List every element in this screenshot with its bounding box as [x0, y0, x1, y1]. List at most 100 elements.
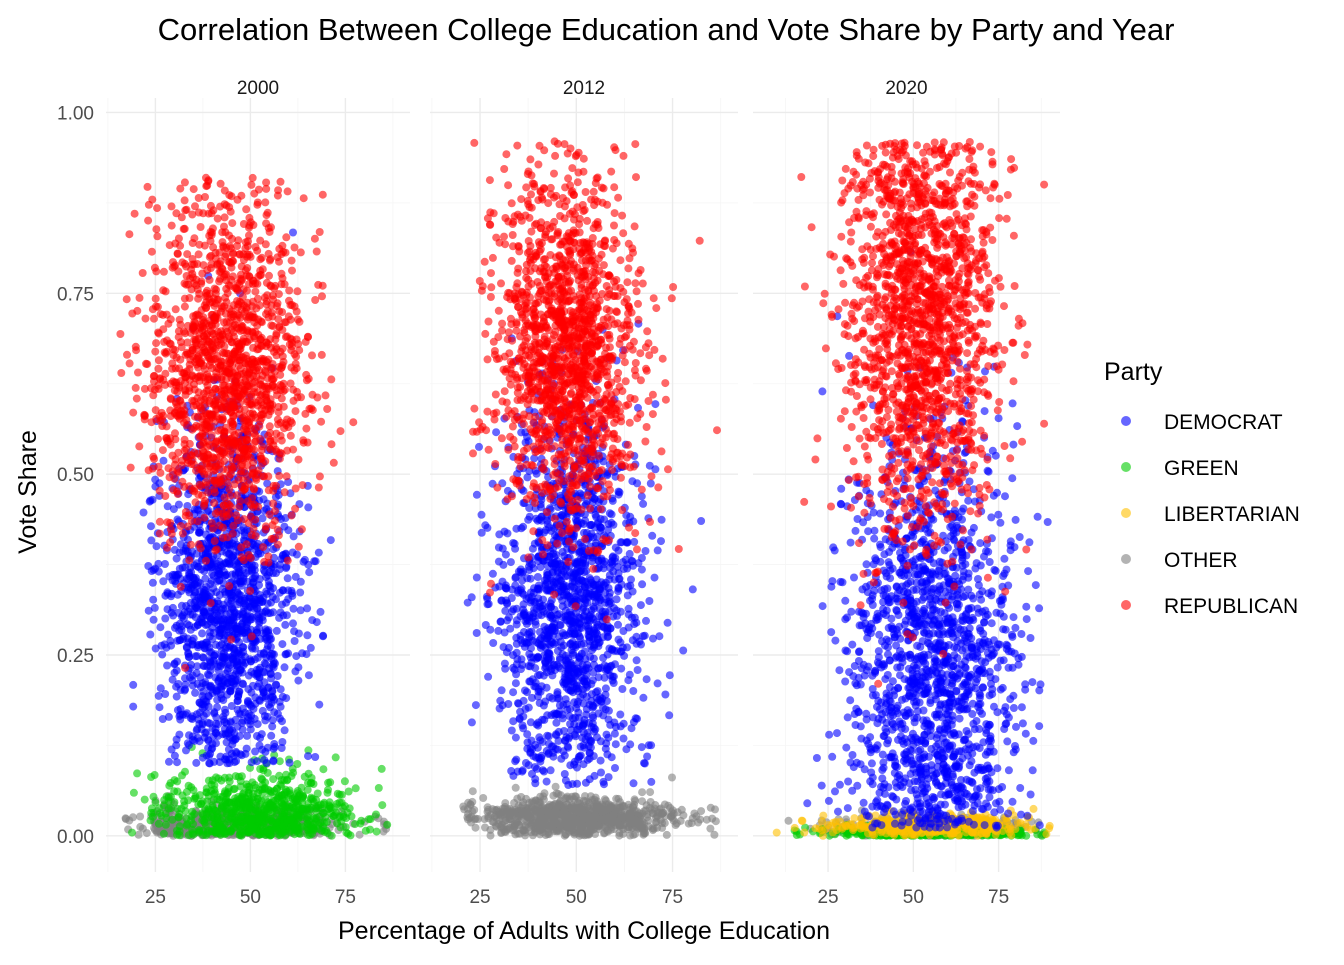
data-point — [319, 191, 327, 199]
data-point — [345, 788, 353, 796]
data-point — [207, 599, 215, 607]
data-point — [223, 738, 231, 746]
data-point — [214, 445, 222, 453]
data-point — [172, 456, 180, 464]
data-point — [241, 485, 249, 493]
data-point — [142, 360, 150, 368]
data-point — [277, 178, 285, 186]
data-point — [281, 488, 289, 496]
data-point — [332, 753, 340, 761]
data-point — [210, 709, 218, 717]
data-point — [216, 275, 224, 283]
x-tick-label: 75 — [662, 887, 683, 908]
data-point — [261, 668, 269, 676]
data-point — [275, 614, 283, 622]
data-point — [275, 307, 283, 315]
data-point — [198, 270, 206, 278]
data-point — [211, 336, 219, 344]
data-point — [180, 419, 188, 427]
data-point — [275, 322, 283, 330]
data-point — [156, 623, 164, 631]
data-point — [263, 385, 271, 393]
data-point — [219, 823, 227, 831]
data-point — [179, 530, 187, 538]
data-point — [140, 411, 148, 419]
data-point — [279, 811, 287, 819]
data-point — [202, 289, 210, 297]
data-point — [293, 336, 301, 344]
data-point — [210, 629, 218, 637]
data-point — [261, 198, 269, 206]
data-point — [250, 541, 258, 549]
data-point — [206, 276, 214, 284]
data-point — [224, 625, 232, 633]
data-point — [512, 784, 520, 792]
data-point — [145, 607, 153, 615]
data-point — [157, 310, 165, 318]
data-point — [342, 823, 350, 831]
data-point — [149, 496, 157, 504]
data-point — [174, 267, 182, 275]
data-point — [205, 417, 213, 425]
data-point — [269, 650, 277, 658]
data-point — [254, 199, 262, 207]
data-point — [182, 602, 190, 610]
data-point — [150, 378, 158, 386]
data-point — [200, 470, 208, 478]
data-point — [267, 282, 275, 290]
data-point — [202, 409, 210, 417]
data-point — [116, 330, 124, 338]
data-point — [383, 821, 391, 829]
data-point — [145, 201, 153, 209]
data-point — [303, 631, 311, 639]
data-point — [242, 615, 250, 623]
data-point — [177, 522, 185, 530]
data-point — [125, 230, 133, 238]
data-point — [317, 608, 325, 616]
data-point — [295, 456, 303, 464]
data-point — [238, 658, 246, 666]
data-point — [187, 564, 195, 572]
data-point — [165, 805, 173, 813]
data-point — [175, 235, 183, 243]
data-point — [158, 651, 166, 659]
data-point — [307, 644, 315, 652]
data-point — [685, 820, 693, 828]
data-point — [143, 829, 151, 837]
data-point — [202, 639, 210, 647]
data-point — [181, 807, 189, 815]
data-point — [258, 746, 266, 754]
data-point — [144, 183, 152, 191]
data-point — [180, 615, 188, 623]
data-point — [252, 798, 260, 806]
data-point — [193, 669, 201, 677]
data-point — [183, 368, 191, 376]
data-point — [136, 294, 144, 302]
data-point — [183, 822, 191, 830]
data-point — [244, 316, 252, 324]
data-point — [315, 549, 323, 557]
data-point — [319, 632, 327, 640]
data-point — [305, 568, 313, 576]
data-point — [278, 601, 286, 609]
data-point — [240, 603, 248, 611]
data-point — [194, 643, 202, 651]
data-point — [192, 498, 200, 506]
data-point — [271, 507, 279, 515]
data-point — [349, 418, 357, 426]
data-point — [282, 650, 290, 658]
data-point — [243, 540, 251, 548]
data-point — [256, 831, 264, 839]
data-point — [292, 802, 300, 810]
data-point — [294, 393, 302, 401]
data-point — [315, 701, 323, 709]
data-point — [187, 714, 195, 722]
data-point — [213, 413, 221, 421]
data-point — [287, 432, 295, 440]
data-point — [222, 310, 230, 318]
data-point — [240, 477, 248, 485]
data-point — [254, 272, 262, 280]
data-point — [267, 407, 275, 415]
data-point — [262, 185, 270, 193]
data-point — [201, 193, 209, 201]
